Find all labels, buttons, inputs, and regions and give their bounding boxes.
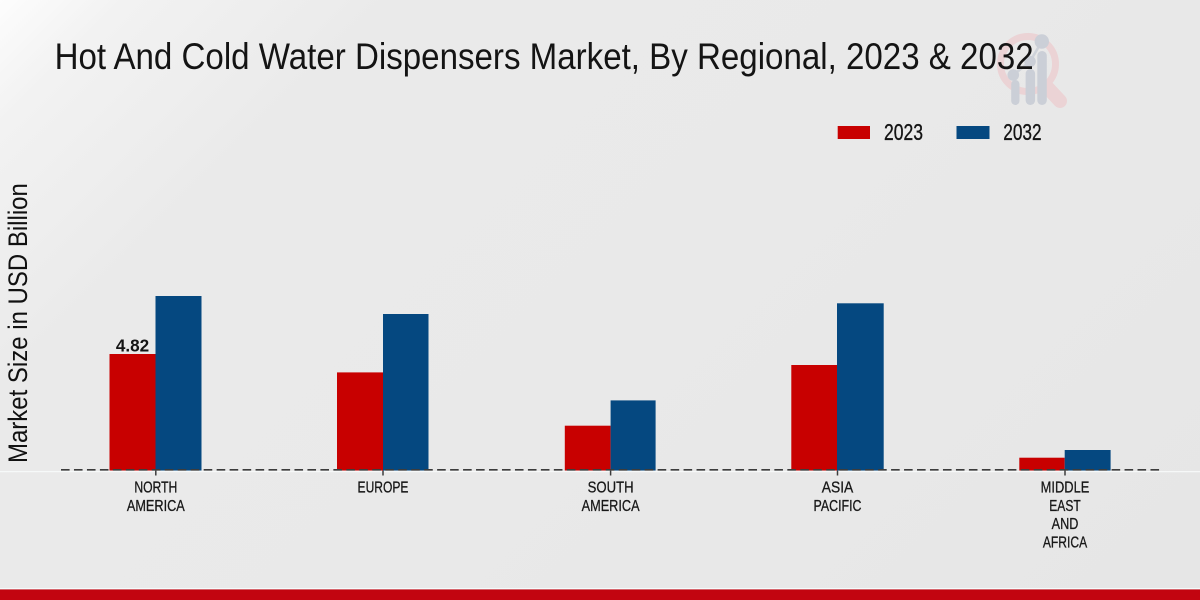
svg-text:NORTH: NORTH	[134, 479, 177, 497]
svg-text:Hot And Cold Water Dispensers: Hot And Cold Water Dispensers Market, By…	[55, 36, 1034, 77]
svg-text:EUROPE: EUROPE	[358, 479, 409, 497]
svg-text:SOUTH: SOUTH	[588, 479, 634, 496]
svg-text:AMERICA: AMERICA	[582, 498, 640, 516]
svg-text:PACIFIC: PACIFIC	[814, 497, 862, 515]
svg-text:Market Size in USD Billion: Market Size in USD Billion	[4, 183, 33, 463]
svg-text:4.82: 4.82	[116, 335, 149, 355]
svg-text:2032: 2032	[1003, 121, 1041, 146]
svg-text:AND: AND	[1052, 516, 1079, 534]
svg-text:AMERICA: AMERICA	[127, 498, 185, 516]
svg-text:ASIA: ASIA	[822, 479, 854, 497]
svg-text:EAST: EAST	[1049, 497, 1081, 515]
svg-text:2023: 2023	[884, 120, 923, 146]
svg-text:MIDDLE: MIDDLE	[1041, 479, 1090, 497]
svg-text:AFRICA: AFRICA	[1043, 534, 1088, 552]
